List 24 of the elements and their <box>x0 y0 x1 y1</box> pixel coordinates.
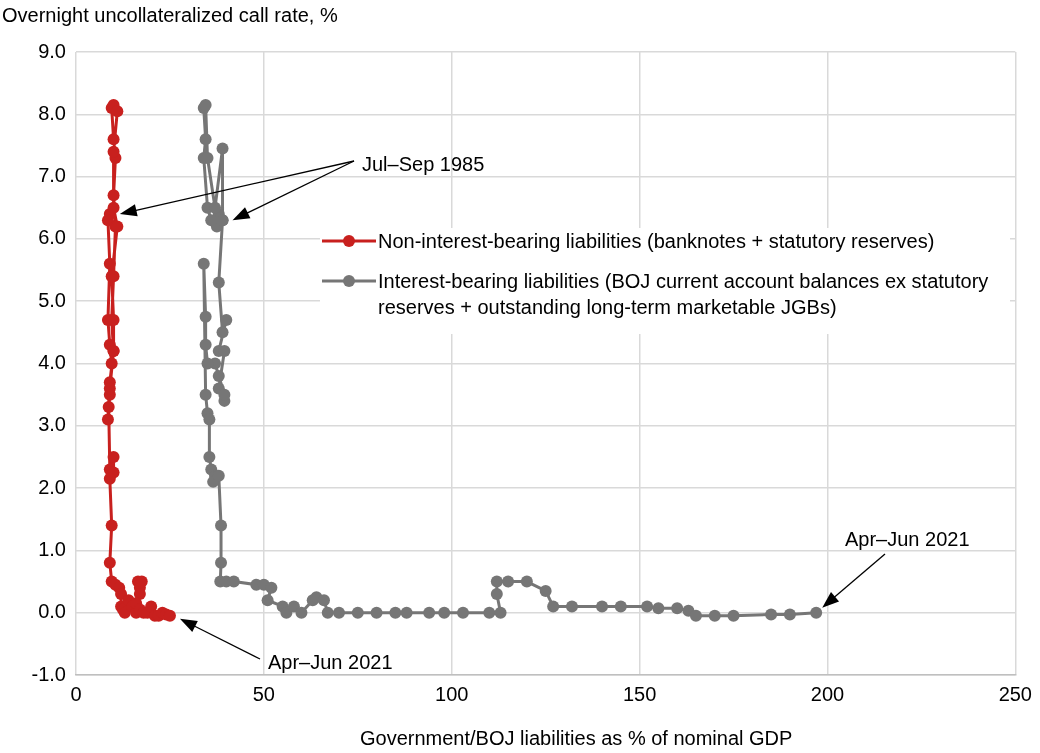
y-tick-label: 7.0 <box>38 164 66 187</box>
legend-label: Interest-bearing liabilities (BOJ current account balances ex statutory reserves + outstanding long-term marketable JGBs) <box>378 269 990 320</box>
x-tick-label: 100 <box>435 682 469 705</box>
y-tick-label: 8.0 <box>38 101 66 124</box>
annotation: Jul–Sep 1985 <box>362 152 485 175</box>
y-tick-label: 1.0 <box>38 537 66 560</box>
annotation: Apr–Jun 2021 <box>268 650 393 673</box>
annotation: Apr–Jun 2021 <box>845 527 970 550</box>
x-tick-label: 250 <box>998 682 1032 705</box>
y-tick-label: 6.0 <box>38 226 66 249</box>
y-tick-label: 9.0 <box>38 39 66 62</box>
x-axis-title: Government/BOJ liabilities as % of nominal GDP <box>360 727 793 750</box>
legend-label: Non-interest-bearing liabilities (banknotes + statutory reserves) <box>378 229 936 254</box>
x-tick-label: 50 <box>252 682 275 705</box>
x-tick-label: 200 <box>810 682 845 705</box>
x-tick-label: 0 <box>70 682 82 705</box>
y-tick-label: 2.0 <box>38 475 66 498</box>
y-tick-label: 4.0 <box>38 351 66 374</box>
y-tick-label: 3.0 <box>38 413 66 436</box>
y-tick-label: 5.0 <box>38 288 66 311</box>
y-tick-label: 0.0 <box>38 600 66 623</box>
x-tick-label: 150 <box>622 682 657 705</box>
y-axis-title: Overnight uncollateralized call rate, % <box>2 4 338 27</box>
y-tick-label: -1.0 <box>31 662 66 685</box>
